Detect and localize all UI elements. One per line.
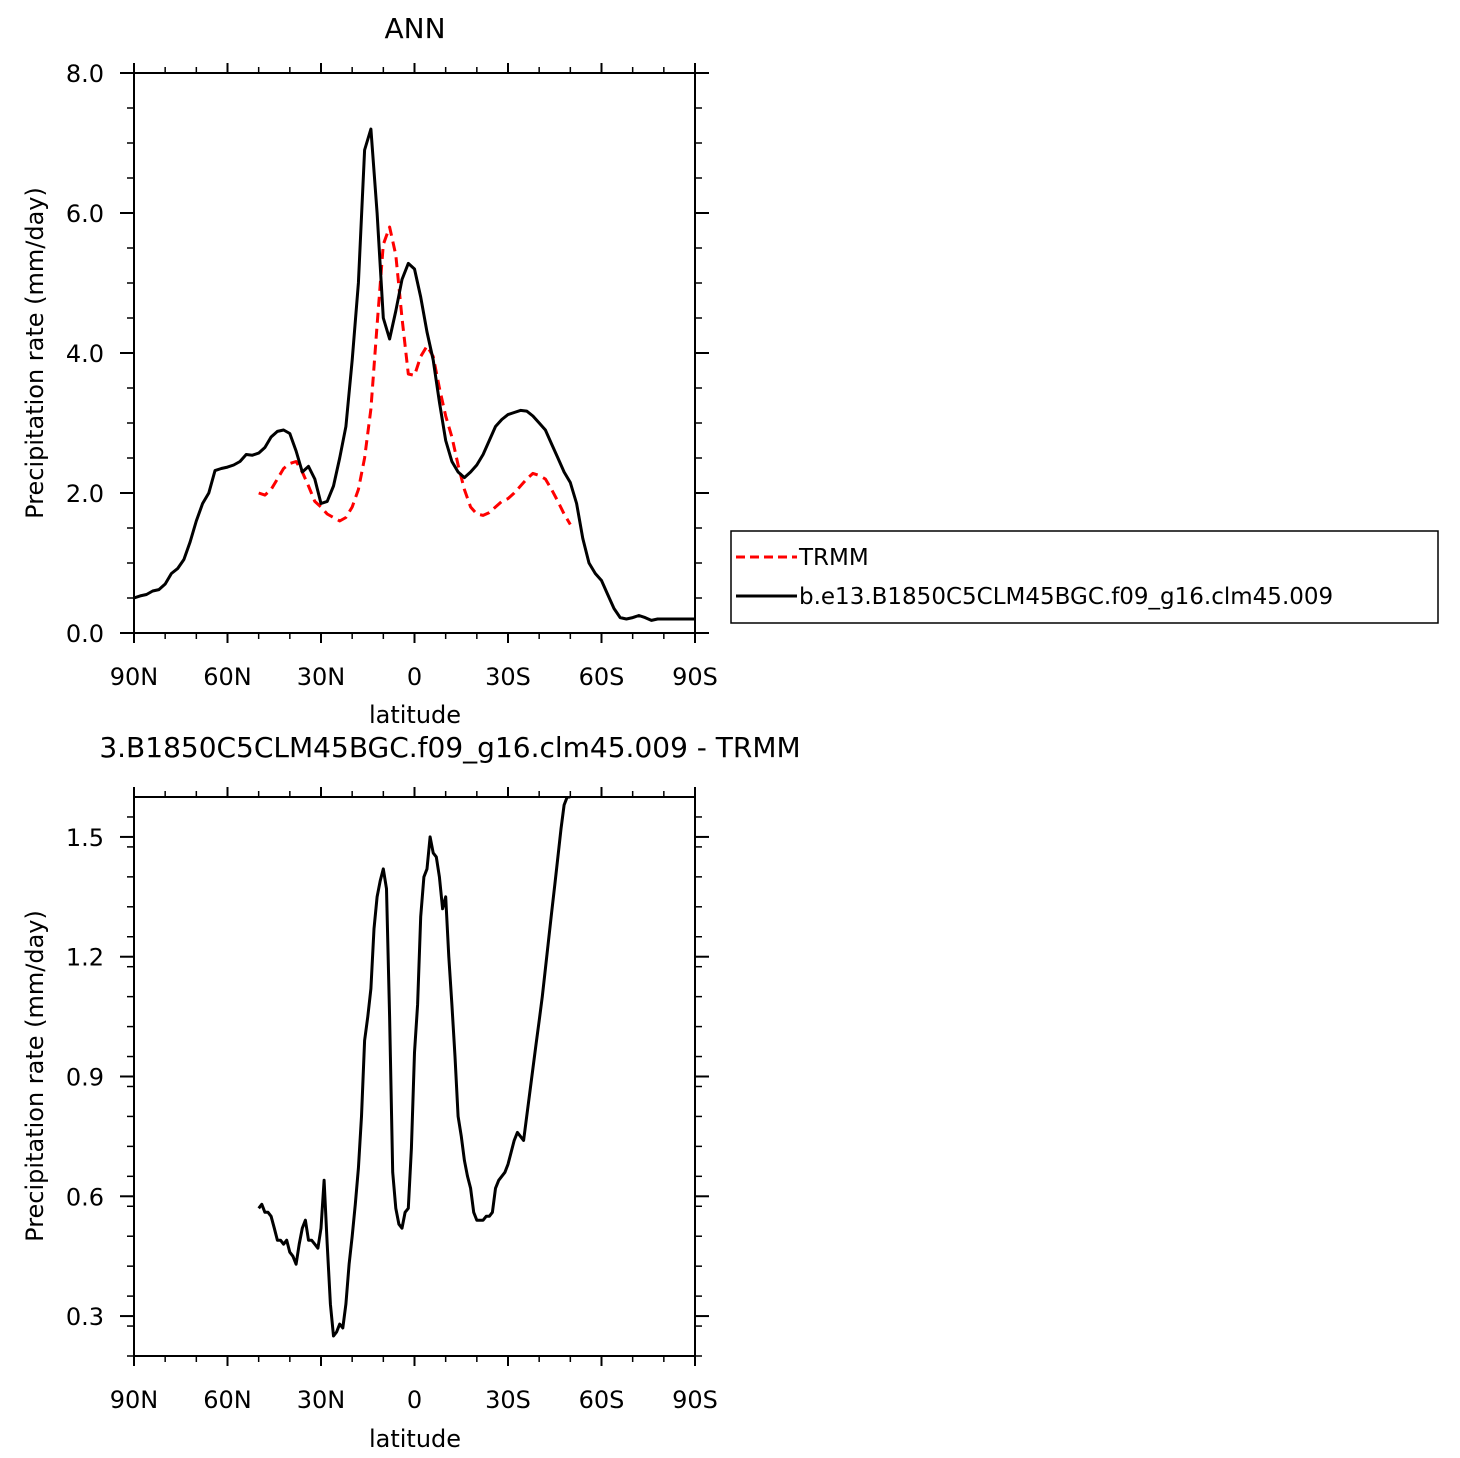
- bottom-y-axis-label: Precipitation rate (mm/day): [21, 910, 49, 1242]
- bottom-y-tick-label: 0.3: [66, 1303, 104, 1331]
- top-x-tick-label: 60N: [203, 663, 252, 691]
- top-y-tick-label: 8.0: [66, 60, 104, 88]
- legend-box: [730, 530, 1439, 624]
- bottom-panel: 3.B1850C5CLM45BGC.f09_g16.clm45.009 - TR…: [21, 731, 801, 1453]
- top-plot-area: [134, 127, 695, 622]
- top-y-tick-label: 4.0: [66, 340, 104, 368]
- top-x-tick-label: 60S: [579, 663, 625, 691]
- top-x-tick-label: 30N: [297, 663, 346, 691]
- bottom-series-line-0: [257, 797, 571, 1338]
- bottom-x-tick-label: 30S: [485, 1386, 531, 1414]
- bottom-x-tick-label: 0: [407, 1386, 422, 1414]
- bottom-x-axis-label: latitude: [369, 1425, 461, 1453]
- top-axis-ticks: 90N 60N 30N 0 30S 60S 90S 0.0 2.0 4.0 6.0 8.0: [66, 60, 718, 691]
- bottom-x-tick-label: 30N: [297, 1386, 346, 1414]
- top-chart-title: ANN: [384, 12, 445, 45]
- bottom-axis-ticks: 90N 60N 30N 0 30S 60S 90S 0.3 0.6 0.9 1.2 1.5: [66, 787, 718, 1414]
- top-panel: ANN 90N 60N 30N 0 30S 60S 90S 0.0 2.0 4.0 6.0 8.0 l…: [21, 12, 718, 729]
- bottom-x-tick-label: 90S: [672, 1386, 718, 1414]
- top-x-axis-label: latitude: [369, 701, 461, 729]
- top-y-tick-label: 6.0: [66, 200, 104, 228]
- top-series-line-0: [258, 225, 572, 526]
- top-y-tick-label: 2.0: [66, 480, 104, 508]
- top-y-tick-label: 0.0: [66, 620, 104, 648]
- bottom-y-tick-label: 0.9: [66, 1064, 104, 1092]
- top-x-tick-label: 30S: [485, 663, 531, 691]
- bottom-x-tick-label: 90N: [110, 1386, 159, 1414]
- bottom-y-tick-label: 1.5: [66, 824, 104, 852]
- top-plot-frame: [133, 72, 696, 634]
- bottom-y-tick-label: 0.6: [66, 1183, 104, 1211]
- top-x-tick-label: 90S: [672, 663, 718, 691]
- legend-entry-trmm: TRMM: [798, 545, 869, 571]
- top-series-line-1: [134, 127, 695, 622]
- bottom-x-tick-label: 60S: [579, 1386, 625, 1414]
- legend-entry-model: b.e13.B1850C5CLM45BGC.f09_g16.clm45.009: [799, 584, 1333, 610]
- bottom-plot-frame: [133, 796, 696, 1357]
- bottom-plot-area: [257, 797, 571, 1338]
- bottom-x-tick-label: 60N: [203, 1386, 252, 1414]
- bottom-y-tick-label: 1.2: [66, 944, 104, 972]
- top-x-tick-label: 90N: [110, 663, 159, 691]
- top-y-axis-label: Precipitation rate (mm/day): [21, 187, 49, 519]
- legend: TRMM b.e13.B1850C5CLM45BGC.f09_g16.clm45…: [730, 530, 1439, 624]
- bottom-chart-title: 3.B1850C5CLM45BGC.f09_g16.clm45.009 - TR…: [99, 731, 800, 764]
- top-x-tick-label: 0: [407, 663, 422, 691]
